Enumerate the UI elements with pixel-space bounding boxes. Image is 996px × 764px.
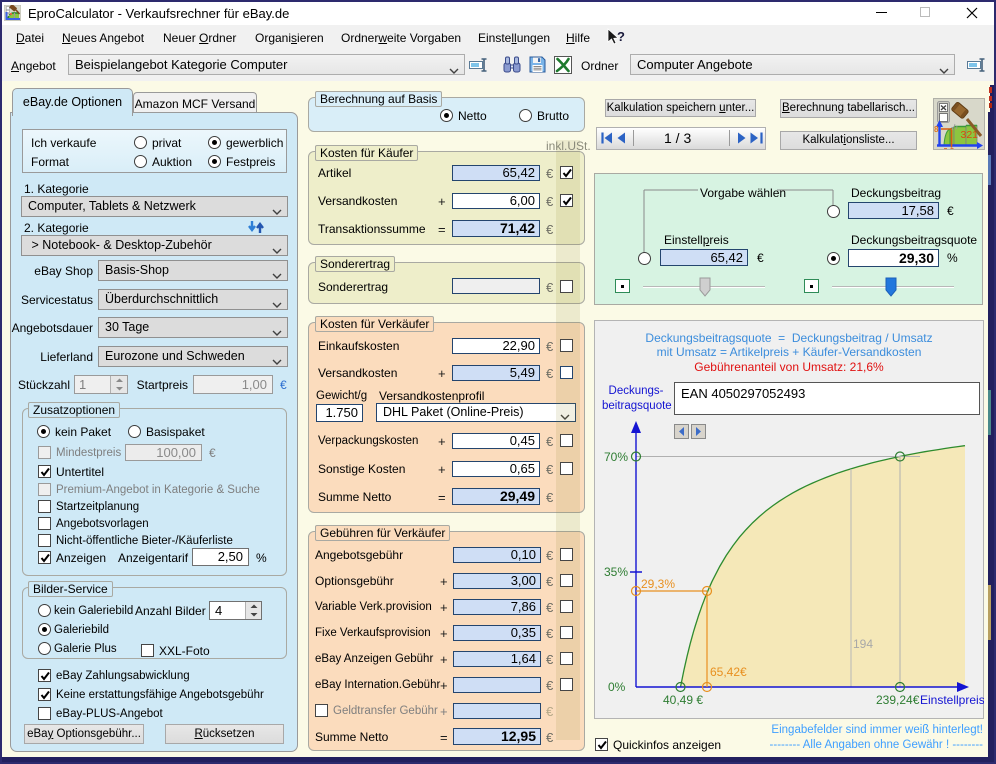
svg-text:70%: 70% — [604, 450, 628, 464]
svg-text:65,42€: 65,42€ — [710, 665, 747, 679]
svg-text:321: 321 — [961, 129, 979, 141]
svg-text:8: 8 — [934, 125, 939, 134]
svg-text:194: 194 — [853, 637, 873, 651]
svg-text:35%: 35% — [604, 565, 628, 579]
svg-text:29,3%: 29,3% — [641, 577, 675, 591]
svg-text:0%: 0% — [608, 680, 626, 694]
svg-text:40,49 €: 40,49 € — [663, 693, 703, 707]
svg-text:239,24€: 239,24€ — [876, 693, 920, 707]
svg-text:?: ? — [617, 29, 625, 44]
svg-text:Einstellpreis: Einstellpreis — [920, 693, 984, 707]
